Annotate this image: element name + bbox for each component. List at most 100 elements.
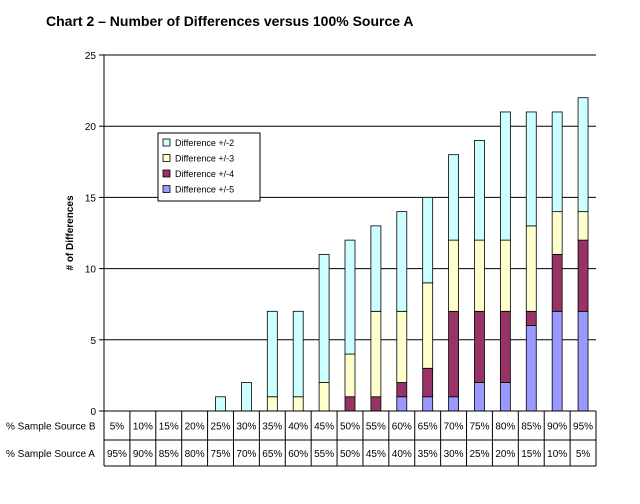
bar-segment [499, 111, 511, 241]
legend-label: Difference +/-2 [175, 138, 234, 148]
x-tick-label: 95% [573, 422, 593, 433]
legend-swatch [162, 169, 171, 178]
bar-segment [344, 396, 356, 412]
y-axis-title: # of Differences [65, 195, 76, 270]
source-a-label: 75% [211, 449, 231, 460]
bar-segment [448, 239, 459, 312]
bar-segment [344, 353, 356, 398]
source-a-label: 55% [314, 449, 334, 460]
y-tick-label: 5 [90, 336, 96, 347]
bar-segment [525, 225, 537, 312]
legend-box [157, 132, 261, 202]
bar-segment [292, 310, 304, 398]
x-tick-label: 90% [547, 422, 567, 433]
legend-label: Difference +/-5 [175, 185, 234, 195]
x-tick-label: 5% [110, 422, 125, 433]
x-tick-label: 75% [469, 422, 489, 433]
legend-label: Difference +/-3 [175, 154, 234, 164]
bar-segment [396, 211, 408, 312]
source-a-label: 70% [236, 449, 256, 460]
bar-segment [396, 310, 408, 383]
bar-segment [525, 325, 537, 412]
bar-segment [241, 382, 252, 412]
source-a-label: 15% [521, 449, 541, 460]
legend-swatch [162, 154, 171, 162]
y-tick-label: 25 [85, 51, 97, 62]
bar-segment [474, 140, 485, 241]
x-tick-label: 10% [133, 422, 153, 433]
bar-segment [577, 97, 589, 213]
y-tick-label: 15 [85, 193, 97, 204]
x-tick-label: 15% [159, 422, 179, 433]
bar-segment [370, 310, 382, 398]
legend-swatch [162, 185, 171, 193]
source-a-label: 20% [495, 449, 515, 460]
y-tick-label: 20 [85, 122, 97, 133]
table-row-label: % Sample Source A [6, 449, 95, 460]
x-tick-label: 60% [392, 422, 412, 433]
source-a-label: 40% [392, 449, 412, 460]
y-tick-label: 10 [85, 265, 97, 276]
bar-segment [474, 310, 485, 383]
bar-segment [396, 382, 408, 398]
bar-segment [422, 396, 434, 412]
x-tick-label: 20% [185, 422, 205, 433]
bar-segment [318, 253, 330, 383]
bar-segment [370, 396, 382, 412]
bar-segment [370, 225, 382, 312]
bar-segment [525, 310, 537, 326]
source-a-label: 30% [444, 449, 464, 460]
bar-segment [551, 111, 563, 213]
bar-segment [525, 111, 537, 227]
x-tick-label: 30% [236, 422, 256, 433]
bar-segment [551, 310, 563, 412]
bar-segment [577, 239, 589, 312]
source-a-label: 85% [159, 449, 179, 460]
x-tick-label: 45% [314, 422, 334, 433]
bar-segment [551, 253, 563, 312]
bar-segment [292, 396, 304, 412]
x-tick-label: 40% [288, 422, 308, 433]
x-tick-label: 55% [366, 422, 386, 433]
bar-segment [422, 196, 434, 284]
bar-segment [266, 310, 278, 398]
legend-swatch [162, 138, 171, 147]
bar-segment [422, 282, 434, 369]
bar-segment [499, 239, 511, 312]
table-row-label: % Sample Source B [6, 422, 96, 433]
bar-segment [499, 382, 511, 412]
chart-title: Chart 2 – Number of Differences versus 1… [46, 13, 414, 29]
source-a-label: 95% [107, 449, 127, 460]
x-tick-label: 85% [521, 422, 541, 433]
bar-segment [499, 310, 511, 383]
bar-segment [422, 367, 434, 398]
legend-label: Difference +/-4 [175, 169, 234, 179]
source-a-label: 35% [418, 449, 438, 460]
source-a-label: 80% [185, 449, 205, 460]
x-tick-label: 50% [340, 422, 360, 433]
source-a-label: 10% [547, 449, 567, 460]
source-a-label: 65% [262, 449, 282, 460]
source-a-label: 5% [576, 449, 591, 460]
bar-segment [474, 382, 485, 412]
bar-segment [551, 211, 563, 255]
x-tick-label: 65% [418, 422, 438, 433]
bar-segment [448, 310, 459, 398]
bar-segment [396, 396, 408, 412]
source-a-label: 60% [288, 449, 308, 460]
bar-segment [474, 239, 485, 312]
y-tick-label: 0 [90, 407, 96, 418]
x-tick-label: 35% [262, 422, 282, 433]
bar-segment [577, 211, 589, 241]
bar-segment [448, 396, 459, 412]
bar-segment [215, 396, 226, 412]
x-tick-label: 80% [495, 422, 515, 433]
source-a-label: 50% [340, 449, 360, 460]
x-tick-label: 25% [211, 422, 231, 433]
bar-segment [448, 154, 459, 241]
bar-segment [344, 239, 356, 355]
bar-segment [266, 396, 278, 412]
bar-segment [318, 382, 330, 412]
bar-segment [577, 310, 589, 412]
